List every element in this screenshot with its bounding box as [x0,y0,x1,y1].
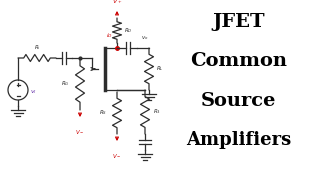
Text: $R_i$: $R_i$ [34,43,40,52]
Text: $i_D$: $i_D$ [106,31,112,40]
Text: $R_D$: $R_D$ [124,26,132,35]
Text: $V_-$: $V_-$ [112,152,122,159]
Text: Amplifiers: Amplifiers [186,131,291,149]
Text: $V_+$: $V_+$ [112,0,122,6]
Text: Source: Source [201,92,276,110]
Text: Common: Common [190,52,287,70]
Text: $R_L$: $R_L$ [156,65,164,73]
Text: $v_o$: $v_o$ [141,34,148,42]
Text: JFET: JFET [212,13,265,31]
Text: $R_S$: $R_S$ [99,109,107,118]
Text: $R_G$: $R_G$ [61,80,70,88]
Text: $R_3$: $R_3$ [153,107,161,116]
Text: $V_-$: $V_-$ [75,129,85,136]
Text: $v_i$: $v_i$ [30,88,37,96]
